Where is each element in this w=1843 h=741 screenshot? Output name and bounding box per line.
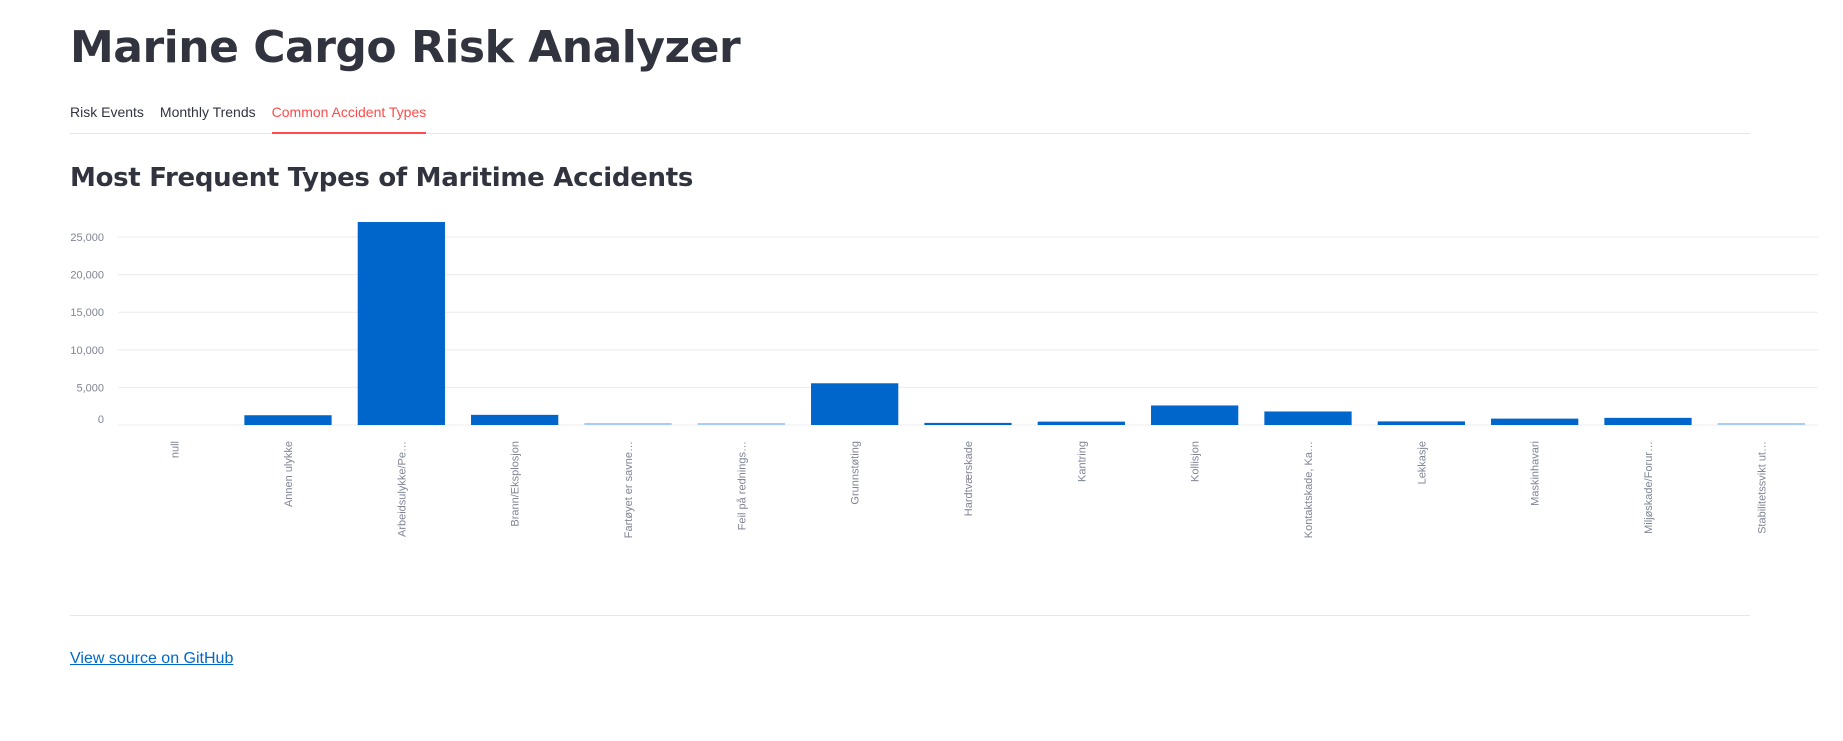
x-tick-label: Brann/Eksplosjon bbox=[510, 441, 522, 527]
tab-monthly-trends[interactable]: Monthly Trends bbox=[159, 104, 256, 120]
x-tick-label: Fartøyet er savne… bbox=[623, 441, 635, 538]
tab-common-accident-types[interactable]: Common Accident Types bbox=[271, 100, 427, 134]
x-tick-label: Kollisjon bbox=[1190, 441, 1202, 482]
bar[interactable] bbox=[244, 415, 332, 425]
bar[interactable] bbox=[471, 414, 559, 425]
section-title: Most Frequent Types of Maritime Accident… bbox=[70, 163, 694, 193]
bar[interactable] bbox=[584, 423, 672, 425]
bar[interactable] bbox=[1604, 417, 1692, 425]
tab-bar: Risk Events Monthly Trends Common Accide… bbox=[70, 100, 1750, 134]
x-tick-label: Arbeidsulykke/Pe… bbox=[396, 441, 408, 537]
bar[interactable] bbox=[1491, 418, 1579, 425]
bar[interactable] bbox=[697, 423, 785, 425]
x-tick-label: Lekkasje bbox=[1416, 441, 1428, 484]
bar[interactable] bbox=[1377, 421, 1465, 425]
x-tick-label: Kantring bbox=[1076, 441, 1088, 482]
x-tick-label: Miljøskade/Forur… bbox=[1643, 441, 1655, 534]
accident-types-bar-chart: 0 5,000 10,000 15,000 20,000 25,000 null Annen … bbox=[70, 222, 1818, 538]
bar[interactable] bbox=[357, 222, 445, 425]
y-tick-label: 25,000 bbox=[70, 232, 104, 244]
github-source-link[interactable]: View source on GitHub bbox=[70, 650, 234, 667]
bar[interactable] bbox=[1037, 421, 1125, 425]
x-tick-label: Feil på rednings… bbox=[736, 441, 748, 530]
y-tick-label: 10,000 bbox=[70, 345, 104, 357]
tab-risk-events[interactable]: Risk Events bbox=[70, 104, 144, 120]
x-tick-label: Kontaktskade, Ka… bbox=[1303, 441, 1315, 538]
footer-divider bbox=[70, 615, 1750, 616]
x-tick-label: null bbox=[170, 441, 182, 458]
x-tick-label: Stabilitetssvikt ut… bbox=[1756, 441, 1768, 534]
app-title: Marine Cargo Risk Analyzer bbox=[70, 22, 741, 73]
bar[interactable] bbox=[924, 422, 1012, 425]
y-tick-label: 20,000 bbox=[70, 270, 104, 282]
x-tick-label: Hardtværskade bbox=[963, 441, 975, 516]
bar[interactable] bbox=[811, 383, 899, 425]
y-tick-label: 0 bbox=[98, 414, 104, 426]
y-tick-label: 15,000 bbox=[70, 307, 104, 319]
bar[interactable] bbox=[1717, 423, 1805, 425]
bar[interactable] bbox=[1264, 411, 1352, 425]
x-tick-label: Grunnstøting bbox=[850, 441, 862, 505]
x-tick-label: Annen ulykke bbox=[283, 441, 295, 507]
x-tick-label: Maskinhavari bbox=[1530, 441, 1542, 506]
y-tick-label: 5,000 bbox=[76, 382, 104, 394]
bar[interactable] bbox=[1151, 405, 1239, 425]
